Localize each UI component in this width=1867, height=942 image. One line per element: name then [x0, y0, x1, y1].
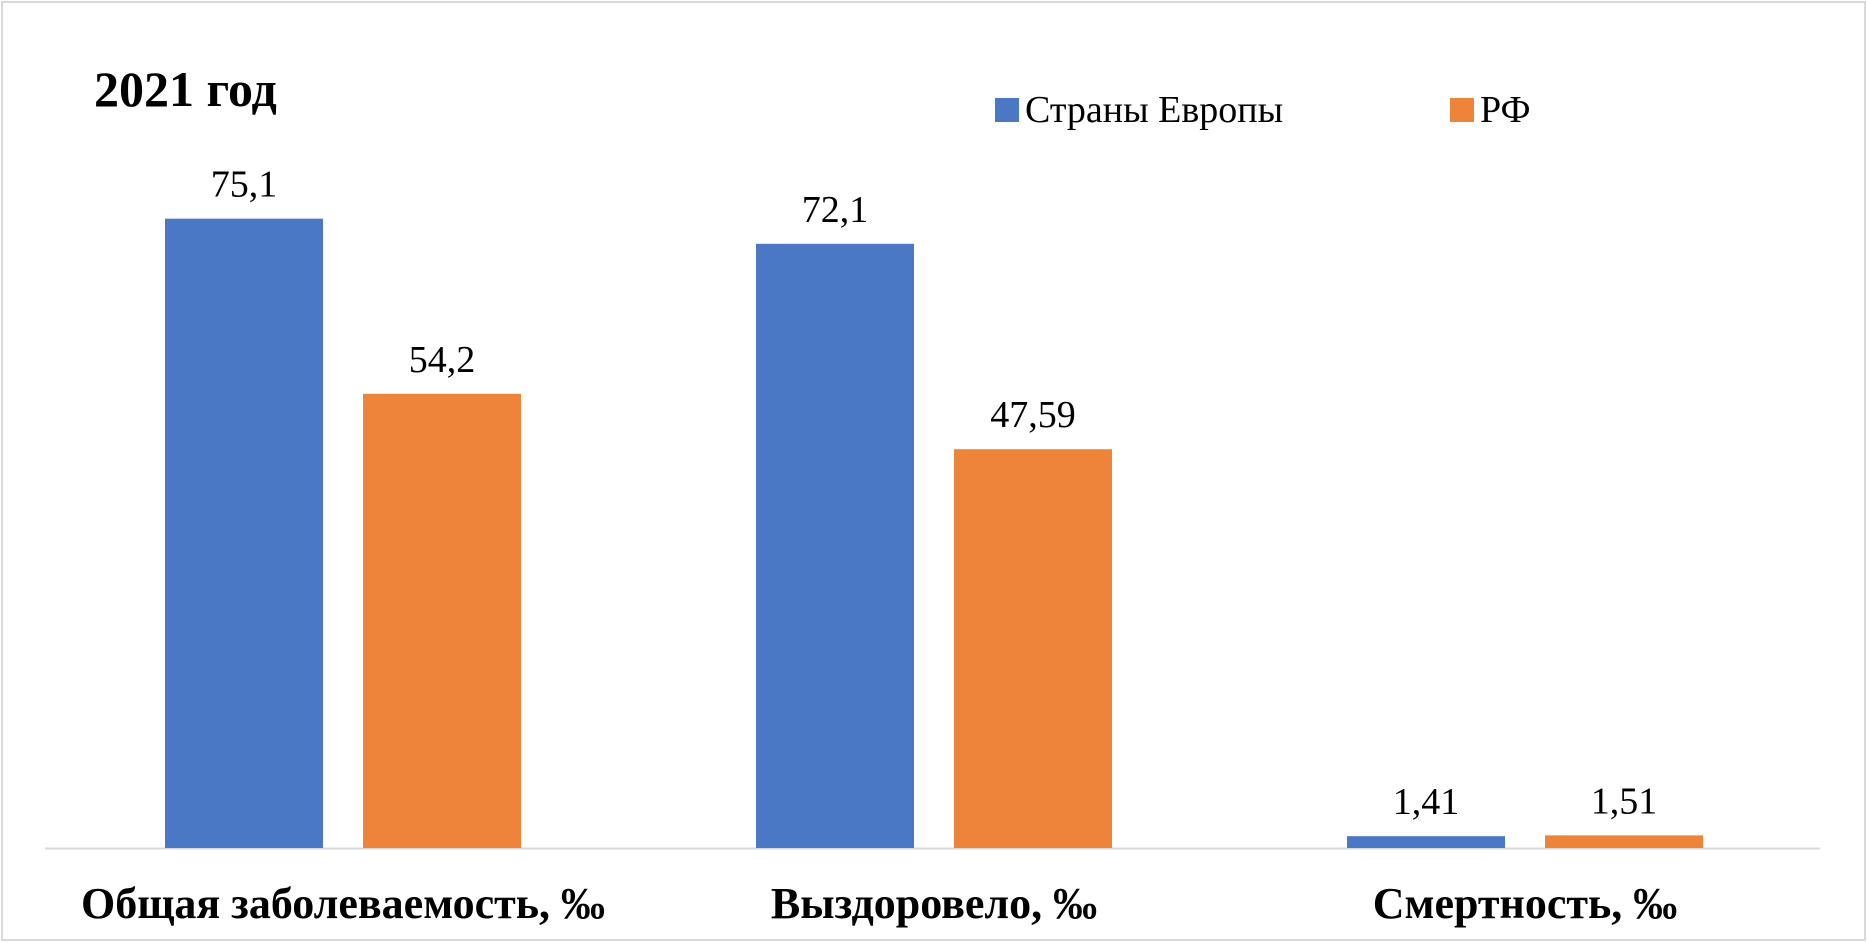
chart-title: 2021 год: [94, 61, 277, 117]
bar-europe-2: [1347, 836, 1505, 848]
bar-europe-0: [165, 218, 323, 849]
bar-rf-0: [363, 393, 521, 848]
legend-swatch-europe: [995, 98, 1019, 122]
legend-label-europe: Страны Европы: [1025, 89, 1284, 131]
bar-rf-2: [1545, 835, 1703, 848]
legend-swatch-rf: [1450, 98, 1474, 122]
legend-item-europe: Страны Европы: [995, 88, 1283, 132]
bar-europe-1: [756, 243, 914, 848]
data-label-rf-0: 54,2: [409, 339, 476, 381]
category-label-1: Выздоровело, ‰: [771, 879, 1097, 928]
data-label-rf-1: 47,59: [990, 394, 1076, 436]
category-label-2: Смертность, ‰: [1373, 879, 1678, 928]
bar-rf-1: [954, 449, 1112, 848]
data-label-rf-2: 1,51: [1591, 780, 1658, 822]
data-label-europe-2: 1,41: [1393, 781, 1460, 823]
data-label-europe-0: 75,1: [211, 164, 278, 206]
category-label-0: Общая заболеваемость, ‰: [81, 879, 605, 928]
legend-label-rf: РФ: [1480, 89, 1531, 131]
data-label-europe-1: 72,1: [802, 189, 869, 231]
legend-item-rf: РФ: [1450, 88, 1531, 132]
